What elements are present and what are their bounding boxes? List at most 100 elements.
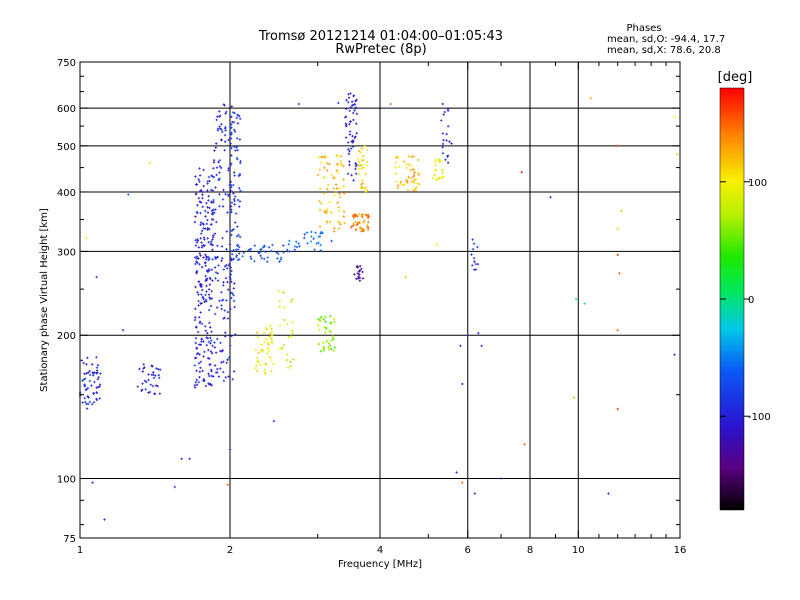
- data-point: [261, 348, 265, 352]
- data-point: [349, 92, 352, 95]
- data-point: [211, 279, 214, 282]
- data-point: [344, 116, 347, 119]
- data-point: [333, 230, 336, 233]
- data-point: [407, 163, 411, 166]
- data-point: [238, 138, 242, 141]
- data-point: [367, 215, 370, 218]
- data-point: [520, 171, 523, 174]
- data-point: [287, 243, 291, 246]
- data-point: [82, 361, 85, 365]
- data-point: [238, 172, 242, 176]
- data-point: [389, 102, 392, 106]
- data-point: [347, 152, 351, 156]
- data-point: [335, 163, 339, 167]
- data-point: [323, 209, 326, 213]
- data-point: [91, 374, 95, 377]
- data-point: [203, 261, 207, 264]
- data-point: [328, 329, 332, 333]
- data-point: [416, 182, 419, 185]
- data-point: [318, 235, 322, 238]
- data-point: [230, 105, 233, 108]
- data-point: [200, 229, 204, 233]
- data-point: [222, 188, 225, 192]
- data-point: [236, 243, 240, 247]
- data-point: [247, 249, 250, 252]
- data-point: [356, 272, 360, 275]
- data-point: [365, 214, 368, 217]
- data-point: [345, 98, 348, 102]
- data-point: [360, 185, 363, 189]
- data-point: [198, 370, 202, 374]
- y-tick-labels: 75 100 200 300 400 500 600 750: [57, 58, 76, 545]
- data-point: [320, 155, 323, 159]
- data-point: [210, 351, 214, 355]
- data-point: [87, 371, 90, 374]
- data-point: [361, 186, 364, 189]
- data-point: [398, 165, 401, 168]
- data-point: [446, 155, 449, 158]
- data-point: [618, 272, 621, 275]
- data-point: [357, 270, 361, 273]
- data-point: [352, 111, 355, 115]
- data-point: [84, 388, 87, 392]
- data-point: [350, 174, 353, 177]
- data-point: [200, 293, 203, 296]
- data-point: [410, 164, 413, 168]
- data-point: [317, 342, 321, 346]
- data-point: [207, 293, 211, 296]
- data-point: [332, 338, 335, 341]
- data-point: [441, 152, 445, 155]
- data-point: [205, 222, 208, 226]
- data-point: [260, 256, 263, 260]
- data-point: [405, 166, 408, 170]
- data-point: [209, 277, 212, 281]
- data-point: [315, 242, 318, 245]
- y-tick-label: 100: [57, 475, 76, 486]
- data-point: [337, 154, 341, 158]
- data-point: [229, 164, 232, 167]
- data-point: [95, 391, 98, 394]
- data-point: [365, 164, 368, 167]
- data-point: [230, 154, 233, 157]
- data-point: [218, 115, 221, 118]
- data-point: [342, 215, 346, 218]
- data-point: [405, 179, 409, 182]
- data-point: [353, 109, 356, 112]
- data-point: [236, 258, 240, 262]
- data-point: [328, 162, 331, 166]
- data-point: [203, 300, 206, 304]
- data-point: [339, 159, 342, 163]
- data-point: [202, 377, 206, 381]
- data-point: [253, 244, 257, 247]
- data-point: [359, 225, 362, 229]
- data-point: [256, 356, 259, 360]
- data-point: [403, 183, 406, 186]
- data-point: [238, 117, 242, 121]
- data-point: [214, 208, 217, 211]
- data-point: [200, 241, 203, 244]
- data-point: [352, 214, 355, 218]
- data-point: [319, 350, 323, 353]
- data-point: [338, 192, 341, 196]
- data-point: [207, 175, 211, 179]
- data-point: [412, 175, 415, 179]
- data-point: [264, 363, 267, 366]
- data-point: [261, 350, 264, 353]
- data-point: [152, 371, 155, 374]
- data-point: [354, 107, 357, 110]
- data-point: [199, 237, 202, 240]
- data-point: [210, 369, 213, 373]
- data-point: [359, 187, 363, 190]
- data-point: [88, 369, 91, 373]
- data-point: [402, 160, 406, 163]
- data-point: [327, 342, 331, 345]
- data-point: [358, 264, 362, 268]
- data-point: [121, 328, 125, 332]
- data-point: [198, 263, 201, 266]
- data-point: [205, 201, 208, 205]
- data-point: [358, 279, 362, 282]
- data-point: [348, 160, 351, 163]
- data-point: [85, 402, 88, 406]
- data-point: [407, 176, 410, 179]
- data-point: [228, 243, 232, 246]
